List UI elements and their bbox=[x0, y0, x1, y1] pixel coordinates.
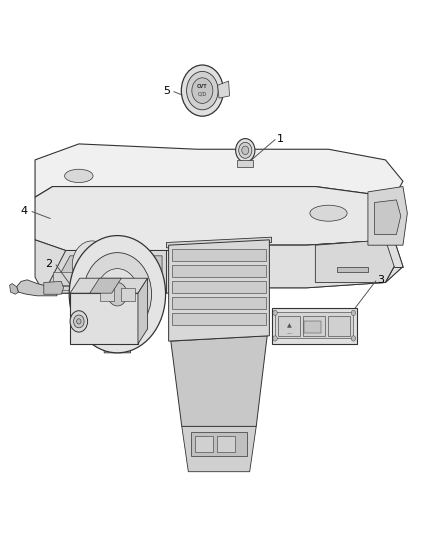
Polygon shape bbox=[35, 187, 403, 251]
Polygon shape bbox=[90, 278, 121, 293]
Circle shape bbox=[96, 269, 138, 320]
Circle shape bbox=[181, 65, 223, 116]
Polygon shape bbox=[10, 284, 18, 294]
Bar bbox=[172, 297, 266, 309]
Text: 4: 4 bbox=[21, 206, 28, 215]
Polygon shape bbox=[138, 278, 148, 344]
Polygon shape bbox=[169, 240, 269, 341]
Bar bbox=[237, 160, 253, 167]
Bar bbox=[172, 313, 266, 325]
Polygon shape bbox=[219, 240, 403, 288]
Polygon shape bbox=[315, 240, 394, 282]
Polygon shape bbox=[368, 187, 407, 245]
Ellipse shape bbox=[86, 282, 110, 292]
Polygon shape bbox=[53, 256, 162, 288]
Polygon shape bbox=[191, 432, 247, 456]
Circle shape bbox=[273, 310, 277, 316]
Circle shape bbox=[83, 253, 152, 336]
Text: 5: 5 bbox=[163, 86, 170, 95]
Circle shape bbox=[77, 319, 81, 324]
Bar bbox=[304, 321, 321, 333]
Polygon shape bbox=[171, 336, 267, 426]
Text: ▲: ▲ bbox=[287, 323, 291, 328]
Bar bbox=[272, 308, 357, 344]
Text: 3: 3 bbox=[378, 275, 385, 285]
Text: CVT: CVT bbox=[197, 84, 208, 90]
Circle shape bbox=[69, 236, 166, 353]
Circle shape bbox=[242, 146, 249, 155]
Bar bbox=[100, 288, 114, 301]
Bar bbox=[121, 288, 135, 301]
Bar bbox=[53, 272, 81, 285]
Circle shape bbox=[187, 71, 218, 110]
Text: 2: 2 bbox=[46, 259, 53, 269]
Circle shape bbox=[192, 78, 213, 103]
Circle shape bbox=[72, 241, 112, 289]
Circle shape bbox=[108, 282, 127, 306]
Bar bbox=[275, 312, 353, 338]
Bar bbox=[337, 266, 368, 272]
Bar bbox=[53, 286, 81, 290]
Circle shape bbox=[70, 311, 88, 332]
Bar bbox=[278, 316, 300, 336]
Polygon shape bbox=[44, 251, 166, 293]
Circle shape bbox=[351, 310, 356, 316]
Bar bbox=[195, 436, 213, 452]
Circle shape bbox=[236, 139, 255, 162]
Circle shape bbox=[74, 315, 84, 328]
Text: ___: ___ bbox=[286, 330, 292, 334]
Ellipse shape bbox=[65, 169, 93, 182]
Bar bbox=[172, 249, 266, 261]
Circle shape bbox=[79, 249, 105, 280]
Bar bbox=[70, 293, 138, 344]
Bar bbox=[172, 265, 266, 277]
Circle shape bbox=[273, 336, 277, 341]
Bar bbox=[328, 316, 350, 336]
Polygon shape bbox=[100, 294, 135, 353]
Polygon shape bbox=[44, 281, 64, 294]
Text: O/D: O/D bbox=[198, 91, 207, 96]
Polygon shape bbox=[17, 280, 57, 296]
Circle shape bbox=[113, 246, 146, 287]
Polygon shape bbox=[35, 144, 403, 197]
Polygon shape bbox=[70, 278, 148, 293]
Ellipse shape bbox=[310, 205, 347, 221]
Bar bbox=[303, 316, 325, 336]
Circle shape bbox=[118, 253, 140, 280]
Text: 1: 1 bbox=[277, 134, 284, 143]
Polygon shape bbox=[35, 240, 403, 293]
Polygon shape bbox=[166, 237, 272, 248]
Polygon shape bbox=[374, 200, 401, 235]
Bar bbox=[172, 281, 266, 293]
Polygon shape bbox=[218, 81, 230, 98]
Circle shape bbox=[351, 336, 356, 341]
Circle shape bbox=[239, 142, 252, 158]
Polygon shape bbox=[182, 426, 256, 472]
Bar bbox=[217, 436, 235, 452]
